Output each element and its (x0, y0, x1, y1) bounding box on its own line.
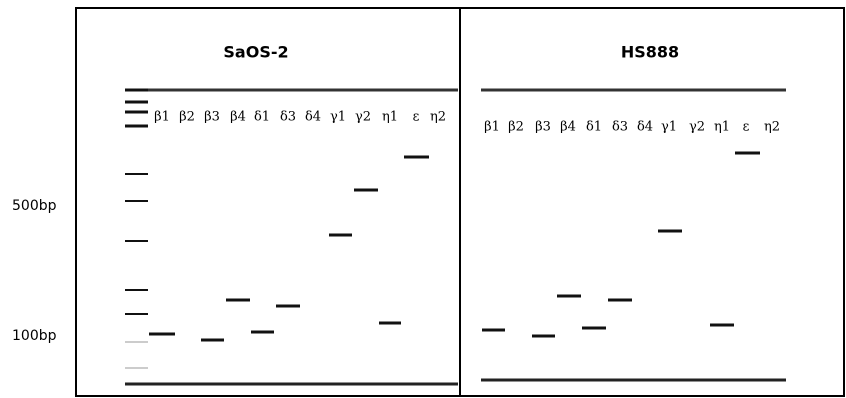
band (125, 200, 148, 202)
lane-label: γ1 (661, 120, 677, 135)
band (608, 299, 632, 302)
band (710, 324, 734, 327)
band (125, 313, 148, 315)
band (125, 89, 458, 92)
band (201, 339, 224, 342)
lane-label: η1 (382, 110, 398, 125)
band (125, 101, 148, 104)
lane-label: γ2 (355, 110, 371, 125)
band (149, 333, 175, 336)
marker-label: 500bp (12, 198, 57, 214)
lane-label: β3 (204, 110, 220, 125)
band (557, 295, 581, 298)
band (481, 89, 786, 92)
lane-label: β2 (179, 110, 195, 125)
marker-label: 100bp (12, 328, 57, 344)
band (482, 329, 505, 332)
lane-label: β1 (154, 110, 170, 125)
lane-label: β4 (230, 110, 246, 125)
band (125, 173, 148, 175)
lane-label: δ1 (586, 120, 602, 135)
band (125, 89, 148, 92)
lane-label: ε (413, 110, 420, 125)
lane-label: γ2 (689, 120, 705, 135)
band (532, 335, 555, 338)
band (658, 230, 682, 233)
band (251, 331, 274, 334)
band (379, 322, 401, 325)
lane-label: δ1 (254, 110, 270, 125)
band (404, 156, 429, 159)
band (226, 299, 250, 302)
band (735, 152, 760, 155)
lane-label: β1 (484, 120, 500, 135)
panel-title: SaOS-2 (223, 43, 288, 62)
lane-label: δ4 (305, 110, 321, 125)
band (481, 379, 786, 382)
lane-label: δ4 (637, 120, 653, 135)
band (354, 189, 378, 192)
lane-label: γ1 (330, 110, 346, 125)
lane-label: η1 (714, 120, 730, 135)
lane-label: η2 (430, 110, 446, 125)
band (276, 305, 300, 308)
band (125, 125, 148, 128)
lane-label: η2 (764, 120, 780, 135)
band (125, 383, 458, 386)
lane-label: ε (743, 120, 750, 135)
band (125, 289, 148, 291)
lane-label: β3 (535, 120, 551, 135)
band (125, 111, 148, 114)
band (329, 234, 352, 237)
band (125, 367, 148, 369)
lane-label: δ3 (280, 110, 296, 125)
band (125, 341, 148, 343)
panel-title: HS888 (621, 43, 679, 62)
lane-label: δ3 (612, 120, 628, 135)
band (125, 240, 148, 242)
band (582, 327, 606, 330)
lane-label: β4 (560, 120, 576, 135)
gel-figure: 500bp 100bp SaOS-2β1β2β3β4δ1δ3δ4γ1γ2η1εη… (0, 0, 846, 398)
lane-label: β2 (508, 120, 524, 135)
